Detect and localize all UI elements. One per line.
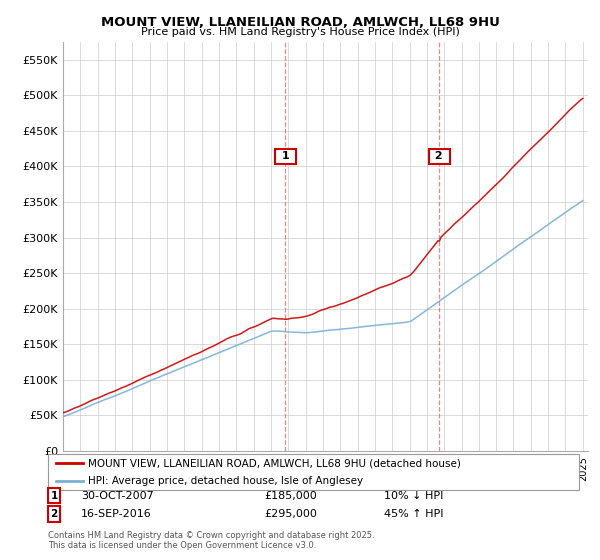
Text: HPI: Average price, detached house, Isle of Anglesey: HPI: Average price, detached house, Isle…	[88, 475, 363, 486]
Text: 10% ↓ HPI: 10% ↓ HPI	[384, 491, 443, 501]
Text: MOUNT VIEW, LLANEILIAN ROAD, AMLWCH, LL68 9HU: MOUNT VIEW, LLANEILIAN ROAD, AMLWCH, LL6…	[101, 16, 499, 29]
Text: MOUNT VIEW, LLANEILIAN ROAD, AMLWCH, LL68 9HU (detached house): MOUNT VIEW, LLANEILIAN ROAD, AMLWCH, LL6…	[88, 458, 461, 468]
Text: 2: 2	[50, 509, 58, 519]
Text: 16-SEP-2016: 16-SEP-2016	[81, 509, 152, 519]
Text: 1: 1	[278, 151, 293, 161]
Text: Contains HM Land Registry data © Crown copyright and database right 2025.
This d: Contains HM Land Registry data © Crown c…	[48, 531, 374, 550]
Text: 30-OCT-2007: 30-OCT-2007	[81, 491, 154, 501]
Text: 2: 2	[431, 151, 447, 161]
Text: 1: 1	[50, 491, 58, 501]
Text: 45% ↑ HPI: 45% ↑ HPI	[384, 509, 443, 519]
Text: £185,000: £185,000	[264, 491, 317, 501]
Text: Price paid vs. HM Land Registry's House Price Index (HPI): Price paid vs. HM Land Registry's House …	[140, 27, 460, 37]
Text: £295,000: £295,000	[264, 509, 317, 519]
